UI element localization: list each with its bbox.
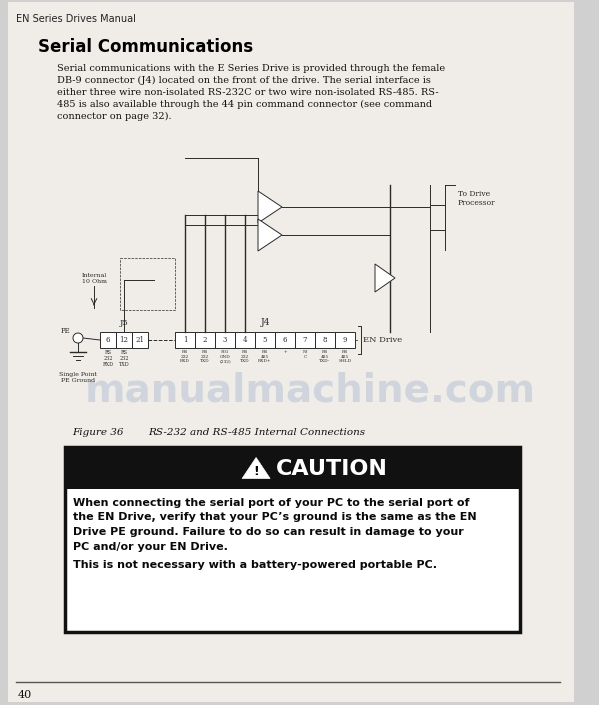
Text: Figure 36: Figure 36 <box>72 428 123 437</box>
Polygon shape <box>258 219 282 251</box>
Text: Drive PE ground. Failure to do so can result in damage to your: Drive PE ground. Failure to do so can re… <box>73 527 464 537</box>
Text: 8: 8 <box>323 336 327 344</box>
Text: either three wire non-isolated RS-232C or two wire non-isolated RS-485. RS-: either three wire non-isolated RS-232C o… <box>57 88 438 97</box>
Text: 5: 5 <box>263 336 267 344</box>
Text: 21: 21 <box>135 336 144 344</box>
Bar <box>175 332 195 348</box>
Bar <box>295 332 315 348</box>
Text: 3: 3 <box>223 336 227 344</box>
Text: RS
485
SHLD: RS 485 SHLD <box>338 350 352 363</box>
Text: 2: 2 <box>202 336 207 344</box>
Text: 6: 6 <box>106 336 110 344</box>
Bar <box>65 447 520 632</box>
Text: SIG
GND
(232): SIG GND (232) <box>219 350 231 363</box>
Text: 12: 12 <box>119 336 129 344</box>
Polygon shape <box>258 191 282 223</box>
Text: 4: 4 <box>243 336 247 344</box>
Text: +: + <box>283 350 287 354</box>
Text: RS
485
RXD+: RS 485 RXD+ <box>258 350 272 363</box>
Bar <box>335 332 355 348</box>
Text: RS
232
TXD: RS 232 TXD <box>200 350 210 363</box>
Text: 1: 1 <box>183 336 187 344</box>
Text: N/
C: N/ C <box>302 350 308 359</box>
Text: RS
232
RXD: RS 232 RXD <box>180 350 190 363</box>
Text: J5: J5 <box>120 319 128 327</box>
Text: This is not necessary with a battery-powered portable PC.: This is not necessary with a battery-pow… <box>73 560 437 570</box>
Bar <box>255 332 275 348</box>
Text: RS-232 and RS-485 Internal Connections: RS-232 and RS-485 Internal Connections <box>148 428 365 437</box>
Text: the EN Drive, verify that your PC’s ground is the same as the EN: the EN Drive, verify that your PC’s grou… <box>73 513 477 522</box>
Text: EN Series Drives Manual: EN Series Drives Manual <box>16 14 136 24</box>
Text: Serial Communications: Serial Communications <box>38 38 253 56</box>
Bar <box>235 332 255 348</box>
Text: 7: 7 <box>302 336 307 344</box>
Text: DB-9 connector (J4) located on the front of the drive. The serial interface is: DB-9 connector (J4) located on the front… <box>57 76 431 85</box>
Text: Single Point
PE Ground: Single Point PE Ground <box>59 372 97 383</box>
Polygon shape <box>375 264 395 292</box>
Bar <box>215 332 235 348</box>
Polygon shape <box>242 458 270 479</box>
Text: Internal
10 Ohm: Internal 10 Ohm <box>82 274 107 284</box>
Text: RS
485
TXD-: RS 485 TXD- <box>319 350 331 363</box>
Bar <box>132 332 148 348</box>
Bar <box>195 332 215 348</box>
Text: RS
232
RXD: RS 232 RXD <box>102 350 113 367</box>
Text: PE: PE <box>60 327 70 335</box>
Text: EN Drive: EN Drive <box>363 336 402 344</box>
Text: manualmachine.com: manualmachine.com <box>84 371 536 409</box>
Text: When connecting the serial port of your PC to the serial port of: When connecting the serial port of your … <box>73 498 470 508</box>
Text: connector on page 32).: connector on page 32). <box>57 112 172 121</box>
Bar <box>116 332 132 348</box>
Text: Serial communications with the E Series Drive is provided through the female: Serial communications with the E Series … <box>57 64 445 73</box>
Text: J4: J4 <box>260 318 270 327</box>
Bar <box>100 332 116 348</box>
Text: To Drive
Processor: To Drive Processor <box>458 190 495 207</box>
Text: RS
232
TXD: RS 232 TXD <box>119 350 129 367</box>
Bar <box>65 447 520 489</box>
Circle shape <box>73 333 83 343</box>
Text: 9: 9 <box>343 336 347 344</box>
Text: PC and/or your EN Drive.: PC and/or your EN Drive. <box>73 541 228 551</box>
Text: CAUTION: CAUTION <box>276 459 388 479</box>
Text: 485 is also available through the 44 pin command connector (see command: 485 is also available through the 44 pin… <box>57 100 432 109</box>
Text: RS
232
TXD: RS 232 TXD <box>240 350 250 363</box>
Text: !: ! <box>253 465 259 478</box>
Text: 6: 6 <box>283 336 288 344</box>
Text: 40: 40 <box>18 690 32 700</box>
Bar <box>315 332 335 348</box>
Bar <box>275 332 295 348</box>
